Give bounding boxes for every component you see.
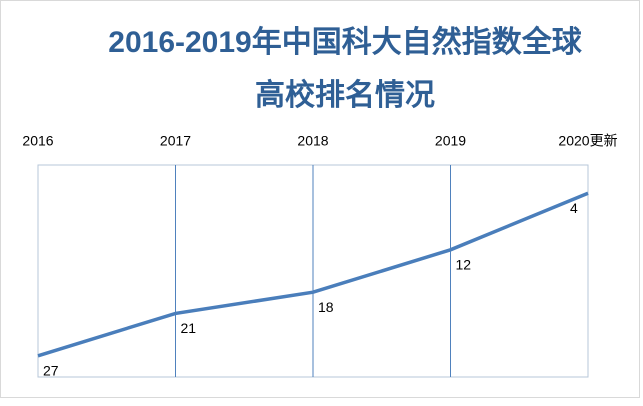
chart-title: 高校排名情况 — [255, 78, 435, 112]
data-label: 27 — [43, 363, 59, 379]
line — [37, 191, 589, 358]
chart-title: 2016-2019年中国科大自然指数全球 — [108, 25, 582, 59]
x-tick-label: 2017 — [160, 133, 191, 149]
data-label: 18 — [318, 299, 334, 315]
x-tick-label: 2020更新 — [558, 133, 617, 149]
x-tick-label: 2019 — [435, 133, 466, 149]
data-label: 12 — [456, 257, 472, 273]
data-label: 21 — [181, 320, 197, 336]
x-tick-label: 2016 — [22, 133, 53, 149]
x-tick-label: 2018 — [297, 133, 328, 149]
chart-border — [0, 0, 640, 398]
data-label: 4 — [570, 200, 578, 216]
